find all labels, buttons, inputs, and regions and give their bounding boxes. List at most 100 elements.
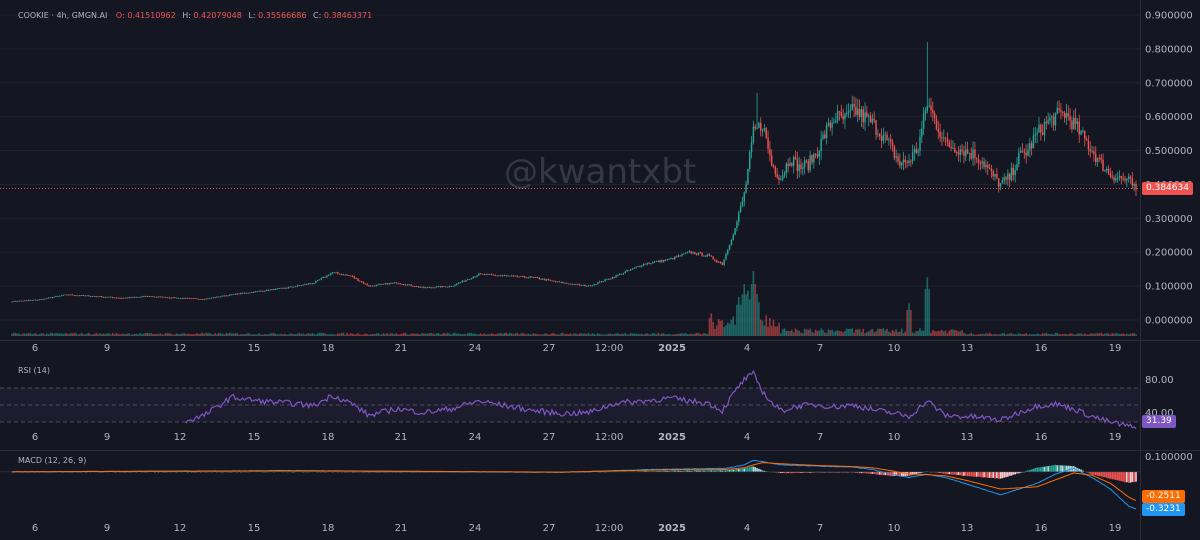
volume-bar: [155, 333, 158, 336]
macd-histogram-bar: [1010, 471, 1013, 476]
candle-body: [478, 273, 480, 276]
volume-bar: [415, 333, 418, 336]
macd-histogram-bar: [679, 470, 681, 472]
candle-body: [35, 299, 37, 301]
candle-body: [254, 291, 257, 293]
macd-histogram-bar: [937, 471, 940, 473]
candle-body: [274, 288, 277, 290]
volume-bar: [490, 333, 493, 336]
macd-histogram-bar: [650, 471, 652, 472]
volume-bar: [1007, 333, 1009, 336]
volume-bar: [510, 333, 513, 336]
volume-bar: [1036, 333, 1038, 336]
macd-histogram-bar: [1047, 466, 1049, 472]
candle-body: [82, 295, 85, 296]
macd-histogram-bar: [655, 470, 658, 472]
volume-bar: [254, 334, 257, 336]
macd-histogram-bar: [975, 471, 978, 477]
close-value: 0.38463371: [323, 11, 373, 20]
candle-body: [661, 260, 663, 262]
candle-body: [512, 275, 515, 277]
volume-bar: [172, 334, 174, 336]
macd-histogram-bar: [664, 470, 667, 472]
volume-bar: [1047, 333, 1049, 336]
volume-bar: [291, 333, 293, 336]
volume-bar: [324, 333, 326, 336]
candle-body: [38, 299, 41, 301]
volume-bar: [573, 333, 575, 336]
volume-bar: [540, 334, 542, 336]
volume-bar: [124, 334, 127, 336]
candle-body: [895, 156, 897, 158]
volume-bar: [207, 333, 209, 336]
time-axis-label: 18: [322, 432, 335, 443]
candle-body: [157, 296, 160, 298]
volume-bar: [399, 334, 401, 336]
candle-body: [1091, 151, 1093, 153]
volume-bar: [208, 332, 211, 336]
time-axis-label: 27: [543, 523, 556, 534]
candle-body: [957, 152, 960, 155]
volume-bar: [1050, 333, 1053, 336]
volume-bar: [882, 328, 885, 336]
macd-histogram-bar: [933, 471, 936, 473]
volume-bar: [800, 332, 802, 336]
candle-body: [712, 256, 714, 260]
candle-body: [994, 174, 996, 177]
volume-bar: [472, 333, 475, 336]
candle-body: [844, 114, 846, 120]
candle-body: [677, 255, 680, 257]
candle-body: [1127, 176, 1130, 180]
candle-body: [1058, 108, 1060, 110]
volume-bar: [937, 330, 940, 336]
volume-bar: [423, 333, 425, 336]
volume-bar: [867, 331, 870, 336]
time-axis-label: 6: [32, 343, 38, 354]
volume-bar: [505, 332, 508, 336]
candle-body: [1025, 152, 1027, 156]
volume-bar: [240, 334, 242, 336]
candle-body: [338, 273, 341, 275]
candle-body: [900, 162, 903, 166]
candle-body: [166, 297, 169, 299]
time-axis-label: 13: [961, 432, 974, 443]
volume-bar: [906, 310, 908, 336]
macd-histogram-bar: [1113, 471, 1115, 480]
volume-bar: [494, 334, 497, 336]
candle-body: [651, 262, 654, 264]
macd-histogram-bar: [1063, 465, 1066, 472]
volume-bar: [369, 334, 372, 336]
candle-body: [102, 296, 105, 298]
candle-body: [29, 300, 32, 301]
macd-histogram-bar: [873, 471, 876, 474]
volume-bar: [706, 334, 709, 336]
volume-bar: [161, 334, 163, 336]
volume-bar: [805, 329, 808, 336]
volume-bar: [97, 334, 99, 336]
volume-bar: [459, 333, 462, 336]
candle-body: [937, 128, 940, 132]
volume-bar: [75, 333, 77, 336]
volume-bar: [1034, 334, 1037, 336]
candle-body: [796, 158, 799, 172]
macd-histogram-bar: [1111, 471, 1114, 480]
macd-histogram-bar: [1100, 471, 1103, 477]
macd-histogram-bar: [794, 471, 797, 473]
macd-histogram-bar: [915, 471, 918, 474]
candle-body: [351, 275, 354, 277]
candle-body: [999, 183, 1002, 187]
candle-body: [1096, 157, 1099, 162]
candle-body: [800, 164, 802, 170]
volume-bar: [216, 334, 218, 336]
candle-body: [121, 297, 123, 299]
macd-histogram-bar: [748, 466, 751, 472]
time-axis-label: 2025: [658, 523, 686, 534]
candle-body: [653, 261, 656, 263]
macd-histogram-bar: [820, 471, 822, 473]
candle-body: [232, 293, 235, 295]
candle-body: [884, 134, 886, 136]
candle-body: [683, 253, 685, 255]
price-axis-tick: 0.000000: [1145, 316, 1193, 327]
volume-bar: [886, 328, 888, 336]
candle-body: [902, 159, 905, 163]
